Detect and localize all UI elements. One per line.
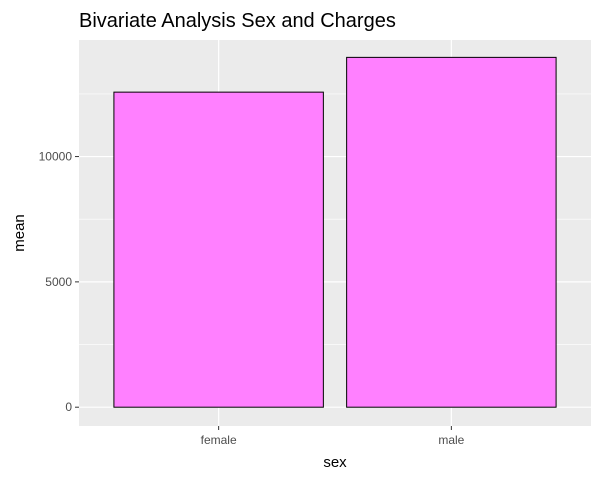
y-axis: 0 5000 10000 [39,150,79,414]
chart-title: Bivariate Analysis Sex and Charges [79,10,396,32]
bar-male [346,56,557,408]
x-tick-label: female [201,433,237,447]
x-axis: female male [201,426,465,447]
y-axis-title: mean [11,214,28,252]
bars [113,56,557,408]
y-tick-label: 5000 [45,275,72,289]
y-tick-label: 0 [65,400,72,414]
y-tick-label: 10000 [39,150,73,164]
bar-female [113,91,324,408]
x-axis-title: sex [323,454,347,471]
x-tick-label: male [438,433,464,447]
